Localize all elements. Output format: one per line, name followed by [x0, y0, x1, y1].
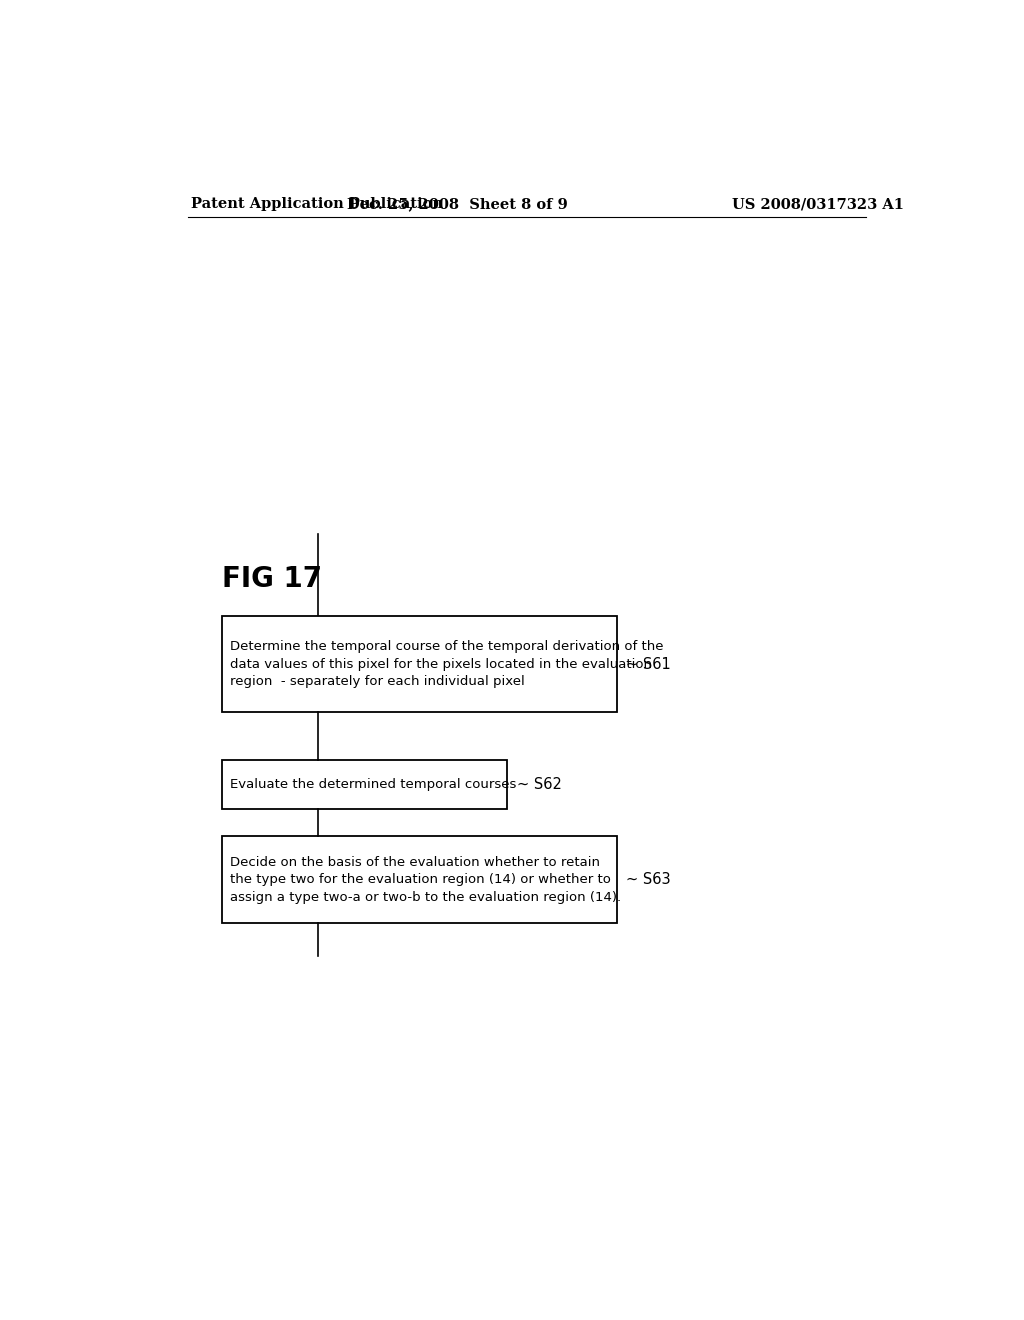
FancyBboxPatch shape: [221, 615, 616, 713]
Text: ~ S61: ~ S61: [627, 656, 671, 672]
Text: US 2008/0317323 A1: US 2008/0317323 A1: [732, 197, 904, 211]
Text: Patent Application Publication: Patent Application Publication: [191, 197, 443, 211]
Text: Evaluate the determined temporal courses: Evaluate the determined temporal courses: [229, 777, 516, 791]
Text: Decide on the basis of the evaluation whether to retain
the type two for the eva: Decide on the basis of the evaluation wh…: [229, 855, 621, 903]
Text: Dec. 25, 2008  Sheet 8 of 9: Dec. 25, 2008 Sheet 8 of 9: [347, 197, 567, 211]
FancyBboxPatch shape: [221, 760, 507, 809]
Text: Determine the temporal course of the temporal derivation of the
data values of t: Determine the temporal course of the tem…: [229, 640, 664, 688]
FancyBboxPatch shape: [221, 837, 616, 923]
Text: FIG 17: FIG 17: [221, 565, 322, 593]
Text: ~ S62: ~ S62: [517, 777, 562, 792]
Text: ~ S63: ~ S63: [627, 873, 671, 887]
